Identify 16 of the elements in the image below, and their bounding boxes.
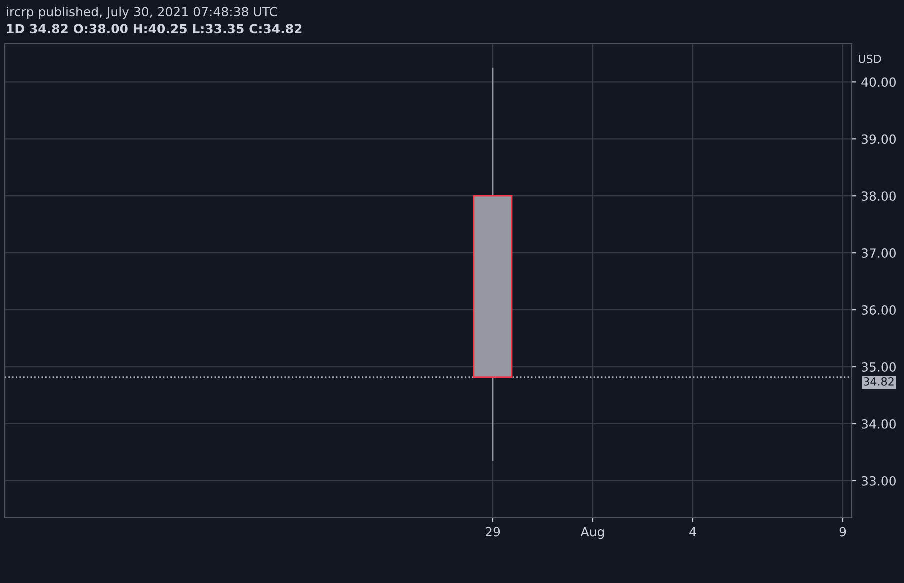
- y-tick-label: 37.00: [862, 248, 896, 258]
- x-tick-label: 29: [486, 527, 500, 537]
- ref-line-label: 34.82: [864, 377, 894, 386]
- text: USD: [859, 54, 882, 64]
- chart-subtitle: 1D 34.82 O:38.00 H:40.25 L:33.35 C:34.82: [7, 24, 302, 34]
- y-tick-label: 35.00: [862, 362, 896, 372]
- chart-title: ircrp published, July 30, 2021 07:48:38 UTC: [7, 6, 278, 20]
- x-tick-label: 9: [840, 527, 846, 537]
- y-tick-label: 39.00: [862, 134, 896, 144]
- y-tick-label: 40.00: [862, 78, 896, 88]
- y-tick-label: 33.00: [862, 476, 896, 486]
- x-tick-label: 4: [690, 527, 696, 537]
- x-tick-label: Aug: [580, 527, 604, 540]
- y-tick-label: 36.00: [862, 306, 896, 315]
- y-tick-label: 38.00: [862, 192, 896, 202]
- y-tick-label: 34.00: [862, 419, 896, 429]
